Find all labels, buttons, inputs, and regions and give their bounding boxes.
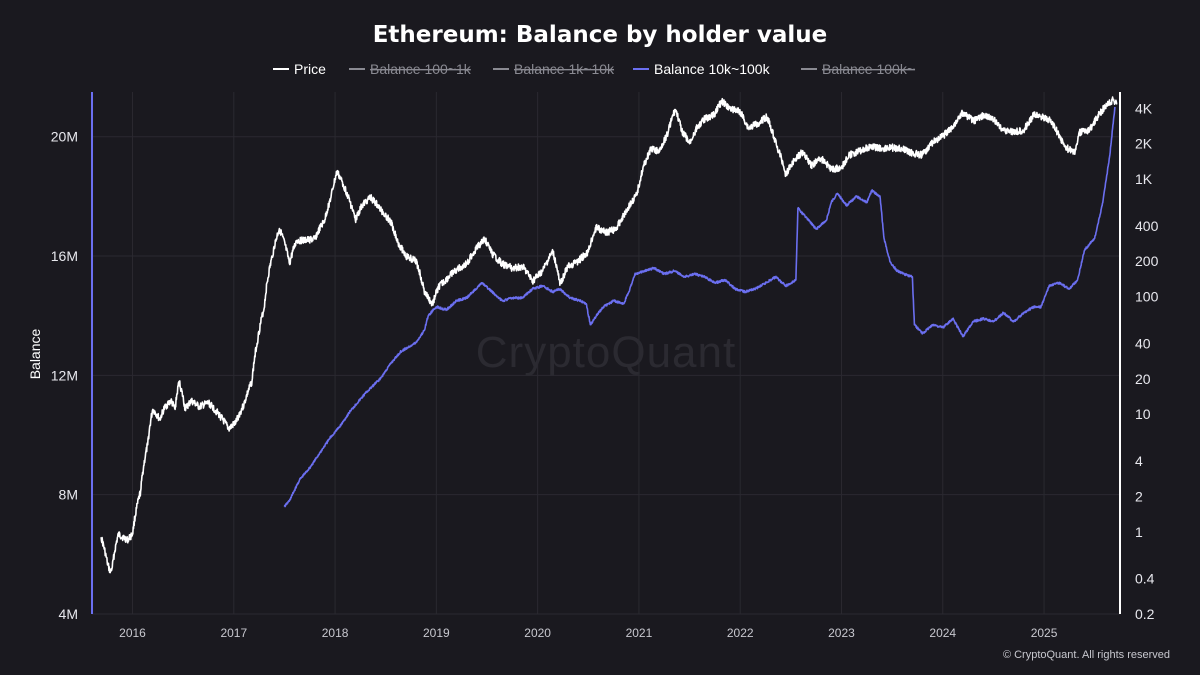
right-tick-label: 4 [1135,453,1143,469]
right-tick-label: 2K [1135,136,1153,152]
x-tick-label: 2019 [423,626,450,640]
series-line-price [100,96,1118,574]
right-tick-label: 0.4 [1135,571,1155,587]
left-tick-label: 4M [59,606,78,622]
grid-lines [92,92,1120,615]
right-tick-label: 1 [1135,524,1143,540]
left-tick-label: 20M [51,129,78,145]
x-tick-label: 2024 [929,626,956,640]
legend-label: Balance 100k~ [822,61,915,77]
left-y-axis: 4M 8M 12M 16M 20M [51,92,93,622]
legend-item-price[interactable]: Price [273,61,326,77]
legend-item-balance-100-1k[interactable]: Balance 100~1k [349,61,472,77]
chart-title: Ethereum: Balance by holder value [373,22,828,48]
legend-label: Price [294,61,326,77]
right-tick-label: 1K [1135,171,1153,187]
x-tick-label: 2022 [727,626,754,640]
right-tick-label: 10 [1135,406,1151,422]
watermark: CryptoQuant [476,328,736,377]
x-axis: 2016 2017 2018 2019 2020 2021 2022 2023 2024 2025 [119,626,1058,640]
x-tick-label: 2018 [322,626,349,640]
left-tick-label: 12M [51,367,78,383]
right-y-axis: 0.2 0.4 1 2 4 10 20 40 100 200 400 1K 2K 4K [1119,92,1159,622]
right-tick-label: 40 [1135,335,1151,351]
x-tick-label: 2017 [220,626,247,640]
legend-item-balance-10k-100k[interactable]: Balance 10k~100k [633,61,771,77]
right-tick-label: 0.2 [1135,606,1155,622]
left-tick-label: 8M [59,487,78,503]
x-tick-label: 2023 [828,626,855,640]
x-tick-label: 2021 [626,626,653,640]
x-tick-label: 2016 [119,626,146,640]
copyright-notice: © CryptoQuant. All rights reserved [1003,649,1170,661]
legend-item-balance-100k-[interactable]: Balance 100k~ [801,61,915,77]
left-tick-label: 16M [51,248,78,264]
legend-label: Balance 100~1k [370,61,472,77]
right-tick-label: 200 [1135,253,1159,269]
legend-item-balance-1k-10k[interactable]: Balance 1k~10k [493,61,615,77]
y-axis-label: Balance [27,328,43,379]
right-tick-label: 400 [1135,218,1159,234]
right-tick-label: 4K [1135,100,1153,116]
chart-legend[interactable]: Price Balance 100~1k Balance 1k~10k Balance… [273,61,915,77]
x-tick-label: 2020 [524,626,551,640]
series-layer [100,96,1118,574]
right-tick-label: 20 [1135,371,1151,387]
legend-label: Balance 1k~10k [514,61,615,77]
series-line-balance-10k-100k [283,106,1116,508]
legend-label: Balance 10k~100k [654,61,771,77]
right-tick-label: 100 [1135,289,1159,305]
right-tick-label: 2 [1135,488,1143,504]
x-tick-label: 2025 [1031,626,1058,640]
